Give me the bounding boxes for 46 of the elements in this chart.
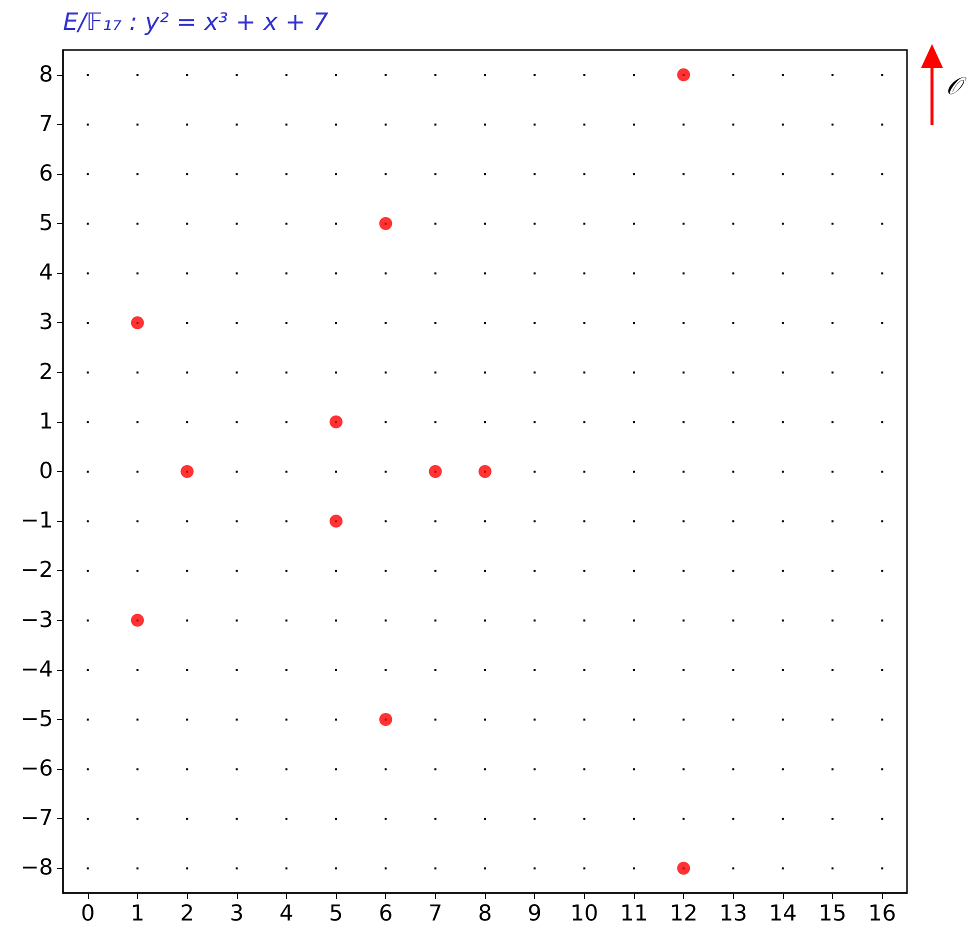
- point: [379, 217, 392, 230]
- x-tick-label: 1: [130, 902, 144, 926]
- y-tick-label: 3: [39, 310, 53, 336]
- point: [379, 712, 392, 726]
- chart-title: E/𝔽₁₇ : y² = x³ + x + 7: [63, 8, 328, 36]
- y-tick-label: −3: [20, 608, 53, 633]
- y-tick-label: 4: [39, 260, 53, 286]
- x-tick-label: 7: [428, 902, 442, 926]
- x-tick-label: 15: [818, 902, 847, 926]
- x-tick-label: 9: [528, 902, 542, 926]
- y-tick-label: −6: [20, 756, 53, 782]
- x-tick-label: 13: [719, 902, 748, 926]
- x-tick-label: 10: [570, 902, 598, 926]
- y-tick-label: 6: [39, 161, 53, 186]
- x-tick-label: 12: [670, 902, 698, 926]
- x-tick-label: 5: [329, 902, 344, 926]
- y-tick-label: 7: [39, 112, 53, 137]
- x-tick-label: 16: [868, 902, 896, 926]
- point: [330, 514, 343, 528]
- point: [428, 465, 442, 478]
- x-tick-label: 6: [378, 902, 393, 926]
- y-tick-label: 2: [39, 360, 53, 385]
- point: [677, 68, 690, 82]
- x-tick-label: 4: [279, 902, 294, 926]
- x-tick-label: 0: [80, 902, 95, 926]
- y-tick-label: −1: [20, 508, 53, 534]
- point: [180, 465, 194, 478]
- y-tick-label: −8: [20, 856, 53, 881]
- point: [478, 465, 492, 478]
- y-tick-label: 5: [39, 211, 53, 236]
- x-tick-label: 14: [768, 902, 797, 926]
- y-tick-label: 1: [39, 409, 53, 434]
- y-tick-label: −5: [20, 706, 53, 732]
- y-tick-label: −2: [20, 558, 53, 584]
- y-tick-label: 0: [39, 459, 53, 484]
- x-tick-label: 3: [230, 902, 244, 926]
- point: [330, 415, 343, 428]
- x-tick-label: 8: [478, 902, 492, 926]
- point: [677, 862, 690, 875]
- point: [130, 614, 144, 627]
- x-tick-label: 2: [180, 902, 194, 926]
- x-tick-label: 11: [620, 902, 648, 926]
- y-tick-label: −7: [20, 806, 53, 832]
- y-tick-label: −4: [20, 657, 53, 682]
- point: [130, 316, 144, 330]
- y-tick-label: 8: [39, 62, 53, 88]
